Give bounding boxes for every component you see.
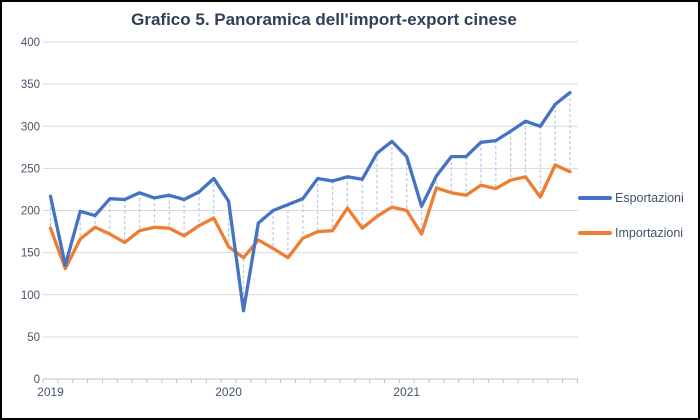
legend-item-esportazioni: Esportazioni (578, 191, 684, 205)
x-axis-year-label-2021: 2021 (393, 385, 420, 399)
esportazioni-line-swatch (578, 196, 612, 200)
y-tick-label-300: 300 (21, 121, 40, 133)
y-tick-label-50: 50 (27, 332, 40, 344)
legend-item-importazioni: Importazioni (578, 226, 683, 240)
esportazioni-series-line (48, 90, 572, 313)
y-tick-label-150: 150 (21, 248, 40, 260)
y-tick-label-350: 350 (21, 79, 40, 91)
chart-title: Grafico 5. Panoramica dell'import-export… (131, 10, 517, 29)
y-tick-label-400: 400 (21, 37, 40, 49)
y-tick-label-200: 200 (21, 206, 40, 218)
y-tick-label-100: 100 (21, 290, 40, 302)
legend-label-esportazioni: Esportazioni (615, 191, 684, 205)
y-tick-label-250: 250 (21, 163, 40, 175)
importazioni-line-swatch (578, 231, 612, 235)
x-axis-year-label-2019: 2019 (37, 385, 64, 399)
importazioni-series-line (48, 163, 572, 271)
y-tick-label-0: 0 (34, 374, 40, 386)
legend-label-importazioni: Importazioni (615, 226, 684, 240)
x-axis-year-label-2020: 2020 (215, 385, 242, 399)
